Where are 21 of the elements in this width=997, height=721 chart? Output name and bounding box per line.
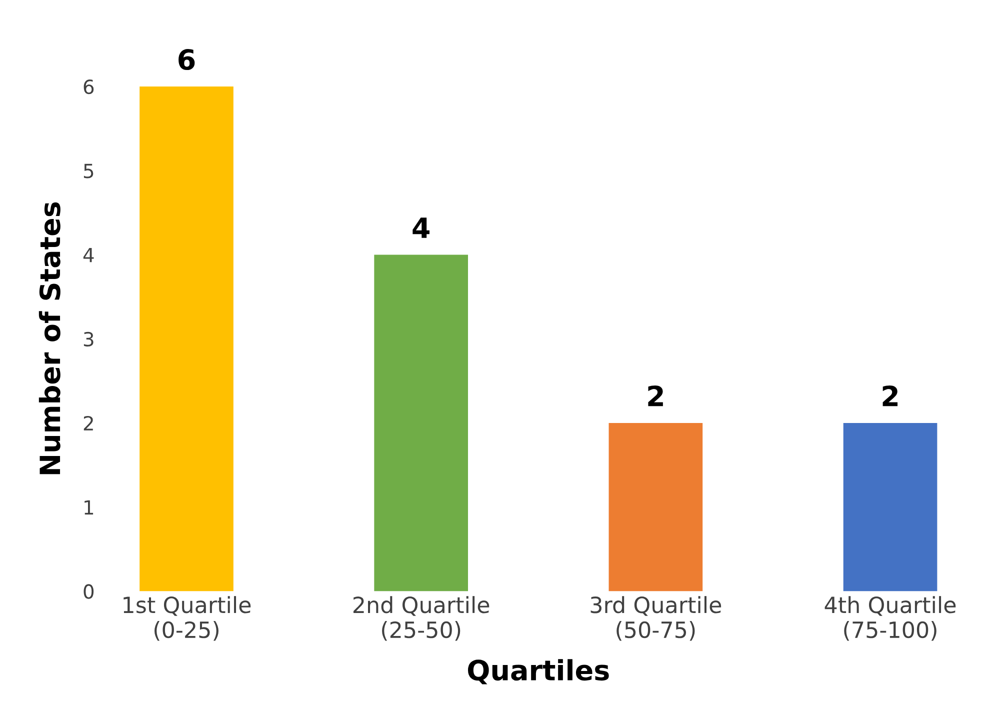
x-tick-label: 1st Quartile (0-25) bbox=[124, 596, 251, 641]
y-axis-title: Number of States bbox=[38, 202, 60, 474]
y-tick-label: 6 bbox=[84, 79, 94, 94]
x-axis-title: Quartiles bbox=[468, 659, 609, 684]
y-tick-label: 2 bbox=[84, 416, 93, 430]
x-tick-label: 4th Quartile (75-100) bbox=[824, 596, 956, 641]
bar bbox=[843, 422, 938, 592]
y-tick-label: 4 bbox=[83, 248, 94, 262]
data-label: 4 bbox=[412, 218, 430, 238]
y-tick-label: 1 bbox=[84, 500, 94, 514]
data-label: 2 bbox=[882, 385, 898, 406]
data-label: 6 bbox=[178, 49, 195, 70]
x-tick-label: 3rd Quartile (50-75) bbox=[590, 596, 722, 641]
bar bbox=[608, 422, 703, 592]
y-tick-label: 0 bbox=[84, 584, 94, 599]
bar bbox=[374, 254, 468, 592]
bar bbox=[140, 86, 234, 592]
y-tick-label: 5 bbox=[84, 164, 94, 178]
x-tick-label: 2nd Quartile (25-50) bbox=[353, 596, 490, 641]
data-label: 2 bbox=[648, 385, 663, 406]
y-tick-label: 3 bbox=[84, 332, 94, 347]
